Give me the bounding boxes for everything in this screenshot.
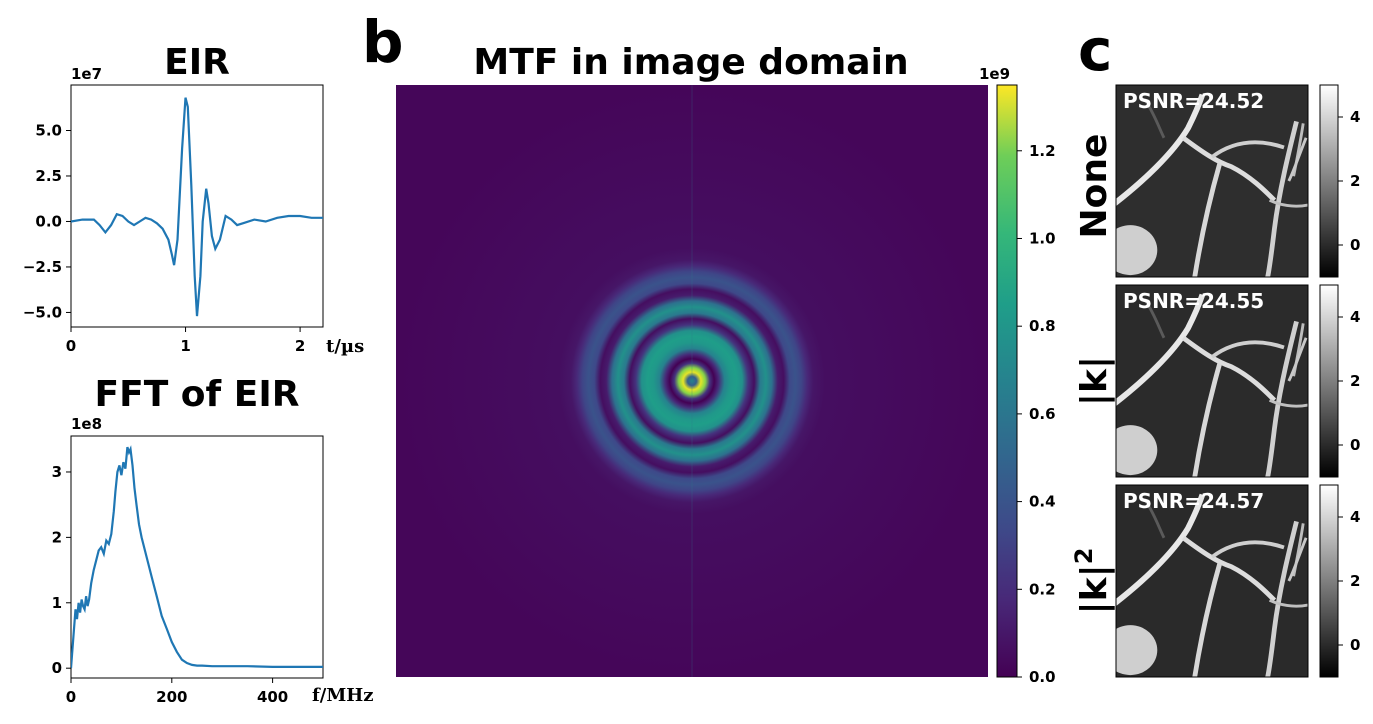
colorbar-ticks-k-squared: 0 2 4 — [1338, 508, 1360, 654]
eir-exponent-label: 1e7 — [71, 65, 102, 83]
recon-row-k-squared: |k|2 PSNR=24.57 0 2 4 — [1070, 484, 1360, 678]
gray-colorbar-tick-label: 4 — [1350, 108, 1360, 126]
y-tick-label: −2.5 — [23, 258, 62, 276]
colorbar-ticks-k: 0 2 4 — [1338, 308, 1360, 454]
gray-colorbar-tick-label: 4 — [1350, 308, 1360, 326]
colorbar-tick-label: 1.2 — [1029, 142, 1056, 160]
y-tick-label: 5.0 — [35, 121, 62, 139]
fft-axes-frame — [70, 435, 324, 679]
y-tick-label: 2 — [52, 528, 62, 546]
recon-row-k: |k| PSNR=24.55 0 2 4 — [1074, 284, 1360, 478]
mtf-heatmap-image — [396, 85, 988, 677]
row-label-k-squared: |k|2 — [1070, 548, 1115, 615]
colorbar-none — [1319, 84, 1339, 278]
row-label-none: None — [1074, 134, 1115, 239]
colorbar-tick-label: 0.6 — [1029, 405, 1056, 423]
gray-colorbar-tick-label: 0 — [1350, 636, 1360, 654]
psnr-text-k: PSNR=24.55 — [1123, 289, 1264, 313]
x-tick-label: 0 — [66, 688, 76, 706]
eir-axes-frame — [70, 84, 324, 328]
eir-title: EIR — [164, 42, 230, 83]
gray-colorbar-tick-label: 2 — [1350, 372, 1360, 390]
gray-colorbar-tick-label: 4 — [1350, 508, 1360, 526]
panel-label-b: b — [362, 8, 404, 76]
y-tick-label: −5.0 — [23, 303, 62, 321]
panel-label-c: c — [1078, 16, 1112, 84]
colorbar-k-squared — [1319, 484, 1339, 678]
colorbar-ticks-none: 0 2 4 — [1338, 108, 1360, 254]
colorbar-tick-label: 0.2 — [1029, 580, 1056, 598]
mtf-colorbar-exponent: 1e9 — [979, 65, 1010, 83]
fft-x-ticks: 0 200 400 — [66, 678, 288, 706]
gray-colorbar-tick-label: 0 — [1350, 436, 1360, 454]
mtf-colorbar-ticks: 0.0 0.2 0.4 0.6 0.8 1.0 1.2 — [1017, 142, 1056, 686]
colorbar-tick-label: 0.8 — [1029, 317, 1056, 335]
mtf-chart: b MTF in image domain 1e9 0.00.20.40.60.… — [362, 8, 1056, 686]
y-tick-label: 0.0 — [35, 212, 62, 230]
fft-chart: FFT of EIR 1e8 0 1 2 3 0 200 400 f/MHz — [52, 374, 374, 706]
fft-y-ticks: 0 1 2 3 — [52, 463, 71, 677]
fft-series-line — [71, 445, 323, 669]
eir-x-axis-label: t/µs — [326, 336, 364, 357]
x-tick-label: 2 — [295, 337, 305, 355]
psnr-text-k-squared: PSNR=24.57 — [1123, 489, 1264, 513]
regularization-panel: c None PSNR=24.52 0 2 4 |k| PSNR=24.55 0 2 4 — [1070, 16, 1360, 678]
y-tick-label: 0 — [52, 659, 62, 677]
y-tick-label: 2.5 — [35, 167, 62, 185]
colorbar-tick-label: 0.0 — [1029, 668, 1056, 686]
colorbar-tick-label: 0.4 — [1029, 493, 1056, 511]
x-tick-label: 1 — [180, 337, 190, 355]
colorbar-k — [1319, 284, 1339, 478]
colorbar-tick-label: 1.0 — [1029, 229, 1056, 247]
mtf-colorbar — [996, 84, 1018, 678]
eir-x-ticks: 0 1 2 — [66, 327, 305, 355]
gray-colorbar-tick-label: 2 — [1350, 172, 1360, 190]
mtf-title: MTF in image domain — [473, 42, 908, 83]
recon-row-none: None PSNR=24.52 0 2 4 — [1074, 84, 1360, 278]
eir-y-ticks: −5.0 −2.5 0.0 2.5 5.0 — [23, 121, 71, 321]
y-tick-label: 3 — [52, 463, 62, 481]
eir-series-line — [71, 97, 323, 317]
fft-exponent-label: 1e8 — [71, 415, 102, 433]
x-tick-label: 0 — [66, 337, 76, 355]
gray-colorbar-tick-label: 2 — [1350, 572, 1360, 590]
gray-colorbar-tick-label: 0 — [1350, 236, 1360, 254]
psnr-text-none: PSNR=24.52 — [1123, 89, 1264, 113]
x-tick-label: 200 — [156, 688, 187, 706]
row-label-k: |k| — [1074, 356, 1115, 406]
x-tick-label: 400 — [257, 688, 288, 706]
fft-x-axis-label: f/MHz — [312, 685, 373, 706]
fft-title: FFT of EIR — [95, 374, 300, 415]
y-tick-label: 1 — [52, 594, 62, 612]
eir-chart: EIR 1e7 −5.0 −2.5 0.0 2.5 5.0 0 1 2 t/µs — [23, 42, 364, 357]
